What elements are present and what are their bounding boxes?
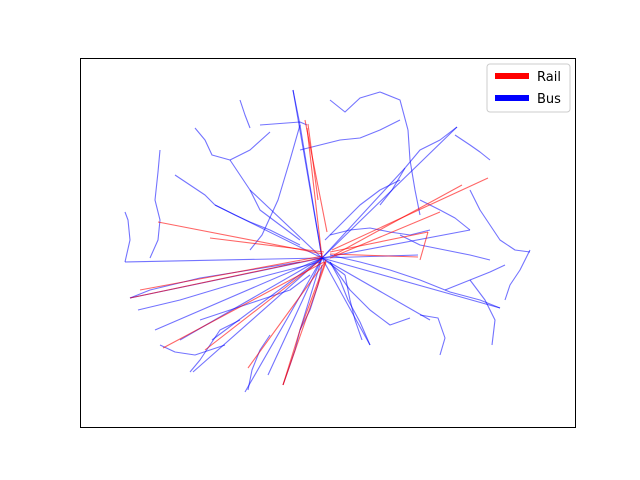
bus-route-line	[239, 99, 251, 129]
bus-route-line	[399, 234, 491, 261]
rail-route-line	[247, 261, 326, 369]
bus-route-line	[267, 257, 323, 376]
legend-label-bus: Bus	[537, 92, 561, 107]
bus-route-line	[454, 134, 491, 161]
rail-route-line	[282, 261, 327, 386]
rail-route-line	[282, 329, 301, 386]
bus-route-line	[321, 229, 471, 259]
bus-route-line	[419, 314, 446, 356]
legend-item-bus: Bus	[495, 92, 561, 107]
bus-route-line	[444, 264, 506, 291]
bus-route-line	[329, 91, 409, 131]
bus-series	[124, 89, 531, 393]
legend-item-rail: Rail	[495, 70, 561, 85]
bus-route-line	[149, 149, 161, 259]
rail-route-line	[204, 258, 323, 351]
bus-route-line	[329, 254, 501, 309]
bus-route-line	[292, 89, 301, 126]
bus-route-line	[292, 89, 323, 259]
bus-route-line	[229, 159, 301, 241]
bus-route-line	[199, 274, 311, 321]
bus-route-line	[194, 127, 271, 161]
bus-route-line	[379, 126, 458, 206]
bus-route-line	[137, 261, 321, 311]
bus-route-line	[324, 179, 401, 241]
legend-label-rail: Rail	[537, 70, 561, 85]
bus-route-line	[129, 261, 301, 299]
bus-route-line	[174, 174, 216, 206]
bus-route-line	[469, 189, 531, 253]
bus-route-line	[249, 189, 323, 259]
bus-route-line	[259, 121, 308, 126]
axes-frame	[80, 58, 576, 428]
rail-route-line	[419, 231, 429, 261]
rail-route-line	[329, 211, 441, 259]
bus-route-line	[247, 334, 271, 391]
bus-route-line	[407, 129, 421, 216]
bus-route-line	[189, 319, 241, 373]
bus-route-line	[211, 257, 323, 341]
plot-area	[124, 89, 531, 393]
bus-route-line	[321, 257, 501, 309]
bus-route-line	[344, 274, 363, 341]
bus-route-line	[321, 254, 419, 259]
legend: Rail Bus	[486, 63, 571, 113]
bus-route-line	[321, 257, 431, 321]
bus-route-line	[321, 257, 371, 346]
bus-route-line	[249, 124, 301, 251]
rail-series	[129, 119, 489, 386]
bus-route-line	[321, 167, 406, 259]
rail-route-line	[306, 127, 323, 259]
bus-route-line	[214, 204, 301, 246]
bus-route-line	[469, 279, 496, 346]
rail-route-line	[307, 123, 319, 201]
bus-route-line	[124, 211, 131, 263]
bus-route-line	[154, 257, 323, 331]
bus-route-line	[504, 249, 531, 301]
rail-route-line	[333, 184, 463, 256]
bus-route-line	[244, 257, 323, 393]
bus-route-line	[124, 257, 323, 263]
rail-route-line	[139, 255, 324, 291]
bus-route-line	[192, 257, 323, 373]
bus-route-line	[159, 344, 226, 356]
rail-route-line	[209, 237, 325, 253]
rail-route-line	[329, 253, 419, 258]
bus-route-line	[329, 261, 411, 326]
rail-route-line	[129, 257, 321, 299]
rail-route-line	[299, 259, 327, 331]
bus-route-line	[299, 119, 401, 151]
rail-route-line	[162, 261, 325, 349]
bus-route-line	[299, 257, 323, 331]
bus-route-line	[329, 261, 371, 346]
